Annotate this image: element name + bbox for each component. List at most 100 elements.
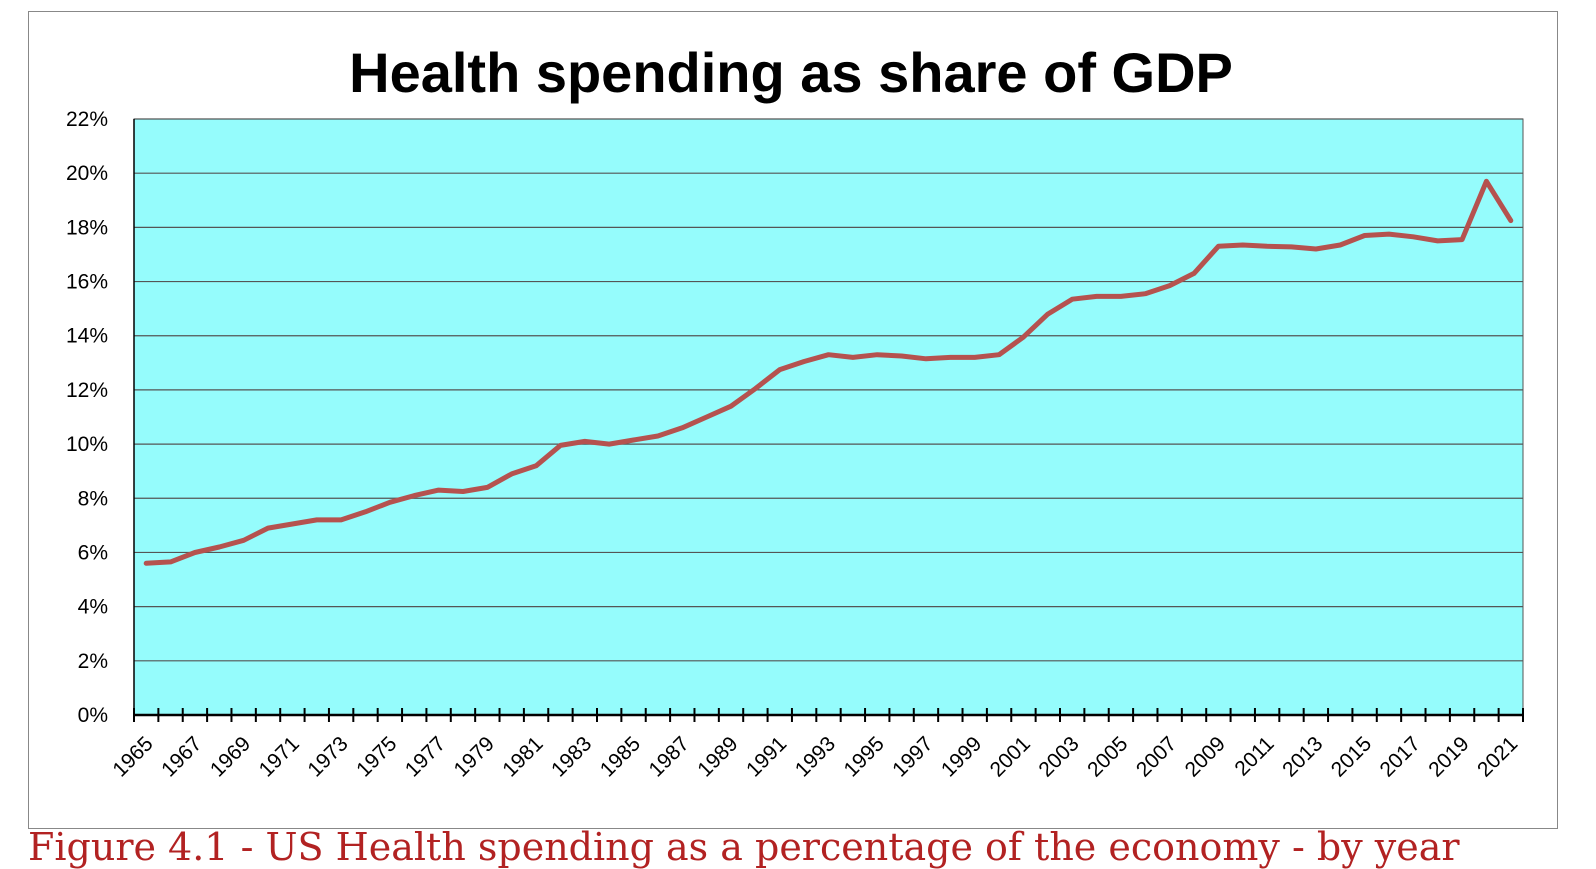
x-tick-label: 1973 [303, 732, 352, 781]
data-point [850, 355, 855, 360]
data-point [217, 545, 222, 550]
data-point [777, 367, 782, 372]
data-point [972, 355, 977, 360]
data-point [387, 500, 392, 505]
data-point [680, 425, 685, 430]
x-tick-label: 2011 [1230, 732, 1278, 780]
x-tick-label: 2019 [1424, 732, 1473, 781]
y-tick-label: 14% [66, 325, 108, 348]
data-point [290, 522, 295, 527]
y-tick-label: 4% [78, 596, 108, 619]
data-point [704, 415, 709, 419]
y-tick-label: 8% [78, 487, 108, 510]
x-tick-label: 1985 [596, 732, 645, 781]
data-point [875, 352, 880, 357]
data-point [485, 485, 490, 490]
x-tick-label: 2021 [1473, 732, 1522, 781]
data-point [1411, 234, 1416, 239]
x-tick-label: 1993 [791, 732, 840, 781]
figure-caption: Figure 4.1 - US Health spending as a per… [28, 825, 1460, 869]
data-point [997, 352, 1002, 357]
data-point [1240, 242, 1245, 247]
data-point [582, 439, 587, 444]
data-point [729, 404, 734, 409]
y-tick-label: 18% [66, 216, 108, 239]
chart-title: Health spending as share of GDP [349, 41, 1233, 104]
x-tick-label: 1981 [498, 732, 547, 781]
x-tick-label: 1999 [937, 732, 986, 781]
x-tick-label: 2007 [1132, 732, 1181, 781]
x-tick-label: 1983 [547, 732, 596, 781]
x-tick-label: 2015 [1327, 732, 1376, 781]
data-point [1216, 244, 1221, 249]
data-point [314, 517, 319, 522]
chart-canvas: Health spending as share of GDP 0% 2% 4% 6%… [66, 41, 1524, 782]
y-tick-label: 0% [78, 704, 108, 727]
x-tick-label: 1977 [401, 732, 450, 781]
data-point [753, 386, 758, 391]
data-point [1386, 232, 1391, 237]
data-point [1045, 312, 1050, 317]
data-point [655, 433, 660, 438]
data-point [1289, 244, 1294, 249]
data-point [607, 442, 612, 447]
data-point [412, 493, 417, 498]
x-tick-label: 1969 [206, 732, 255, 781]
data-point [1118, 294, 1123, 299]
data-point [923, 356, 928, 361]
data-point [436, 488, 441, 493]
x-tick-label: 1987 [645, 732, 694, 781]
data-point [558, 443, 563, 448]
data-point [534, 463, 539, 468]
data-point [1362, 233, 1367, 238]
y-tick-label: 12% [66, 379, 108, 402]
x-tick-label: 1979 [450, 732, 499, 781]
data-point [1313, 247, 1318, 252]
x-tick-label: 1971 [255, 732, 304, 781]
x-tick-label: 1965 [108, 732, 157, 781]
x-tick-label: 2001 [986, 732, 1035, 781]
y-tick-label: 2% [78, 650, 108, 673]
x-tick-label: 1975 [352, 732, 401, 781]
y-tick-label: 20% [66, 162, 108, 185]
data-point [1338, 242, 1343, 247]
data-point [1143, 291, 1148, 296]
y-tick-label: 16% [66, 271, 108, 294]
x-tick-label: 2005 [1083, 732, 1132, 781]
data-point [1070, 297, 1075, 302]
x-tick-label: 2013 [1278, 732, 1327, 781]
x-tick-label: 1997 [888, 732, 937, 781]
data-point [631, 438, 636, 443]
x-tick-label: 1967 [157, 732, 206, 781]
data-point [266, 526, 271, 531]
x-tick-label: 2017 [1376, 732, 1425, 781]
data-point [1094, 294, 1099, 299]
x-tick-label: 2009 [1181, 732, 1230, 781]
data-point [1460, 237, 1465, 242]
y-tick-label: 6% [78, 541, 108, 564]
data-point [1021, 335, 1026, 340]
data-point [144, 561, 149, 566]
data-point [1265, 244, 1270, 249]
data-point [1508, 218, 1513, 223]
data-point [192, 550, 197, 555]
data-point [899, 354, 904, 359]
data-point [1167, 283, 1172, 288]
data-point [1484, 179, 1489, 184]
data-point [1435, 238, 1440, 243]
data-point [460, 489, 465, 494]
data-point [363, 509, 368, 514]
x-tick-label: 2003 [1034, 732, 1083, 781]
data-point [241, 538, 246, 543]
data-point [802, 359, 807, 364]
data-point [509, 471, 514, 476]
data-point [339, 517, 344, 522]
x-tick-label: 1989 [693, 732, 742, 781]
y-tick-label: 22% [66, 108, 108, 131]
x-tick-label: 1995 [839, 732, 888, 781]
data-point [948, 355, 953, 360]
data-point [168, 559, 173, 564]
x-tick-label: 1991 [742, 732, 791, 781]
plot-area [133, 118, 1524, 716]
data-point [826, 352, 831, 357]
